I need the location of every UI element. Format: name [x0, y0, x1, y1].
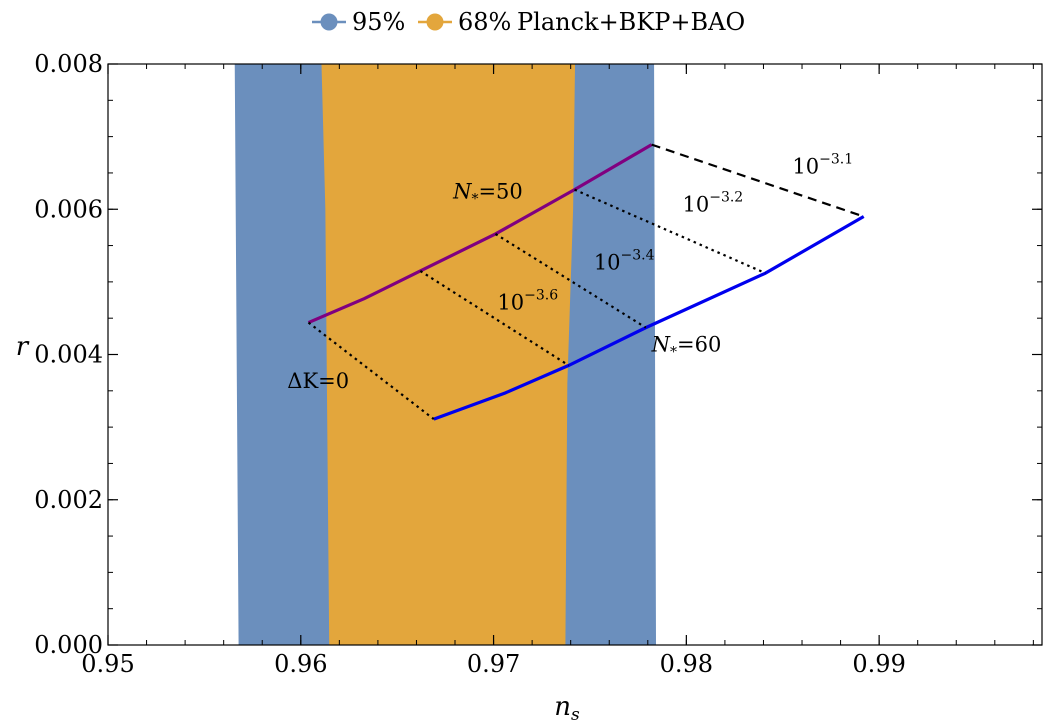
legend-swatch-dot [320, 13, 338, 31]
legend-label: 95% [352, 8, 405, 36]
legend-entry-68: 68% [418, 8, 511, 36]
legend-swatch-dot [426, 13, 444, 31]
x-tick-label: 0.95 [81, 650, 134, 678]
x-tick-label: 0.96 [274, 650, 327, 678]
series-n-60 [433, 215, 865, 421]
region-68 [321, 63, 576, 646]
x-axis-title-sub: s [571, 705, 580, 722]
y-tick-label: 0.000 [34, 631, 103, 659]
series-k-0 [307, 321, 435, 421]
series-10-3-2 [574, 188, 766, 275]
legend-label: 68% [458, 8, 511, 36]
y-tick-label: 0.006 [34, 195, 103, 223]
x-tick-label: 0.98 [660, 650, 713, 678]
annotation-n-50: N*=50 [452, 179, 523, 207]
annotations: N*=50 N*=60 ΔK=0 10−3.1 10−3.2 10−3.4 10−3.6 [287, 152, 853, 393]
annotation-10-3-1: 10−3.1 [792, 152, 853, 179]
legend-caption: Planck+BKP+BAO [517, 8, 745, 36]
legend-entry-95: 95% [312, 8, 405, 36]
annotation-10-3-6: 10−3.6 [497, 287, 558, 314]
axis-ticks: 0.95 0.96 0.97 0.98 0.99 0.000 0.002 0.004 0.006… [34, 50, 1042, 678]
x-tick-label: 0.97 [467, 650, 520, 678]
y-tick-label: 0.008 [34, 50, 103, 78]
legend: 95% 68% Planck+BKP+BAO [312, 8, 745, 36]
annotation-n-60: N*=60 [651, 333, 722, 361]
series-10-3-1 [651, 143, 865, 218]
y-tick-label: 0.004 [34, 341, 103, 369]
annotation-10-3-2: 10−3.2 [682, 189, 743, 216]
annotation-k-0: ΔK=0 [287, 369, 349, 393]
x-axis-title-base: n [554, 692, 571, 722]
y-tick-label: 0.002 [34, 486, 103, 514]
x-tick-label: 0.99 [852, 650, 905, 678]
model-curves [307, 143, 865, 421]
annotation-10-3-4: 10−3.4 [594, 248, 655, 275]
series-n-50 [307, 143, 653, 325]
confidence-regions [234, 63, 657, 646]
y-axis-title: r [16, 332, 30, 362]
x-axis-title: ns [554, 692, 580, 722]
